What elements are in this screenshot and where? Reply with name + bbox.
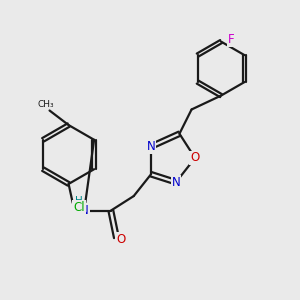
Text: F: F	[228, 33, 235, 46]
Text: H: H	[75, 196, 83, 206]
Text: Cl: Cl	[73, 201, 85, 214]
Text: O: O	[116, 233, 125, 246]
Text: O: O	[190, 152, 200, 164]
Text: CH₃: CH₃	[37, 100, 54, 109]
Text: N: N	[147, 140, 155, 153]
Text: N: N	[80, 204, 88, 217]
Text: N: N	[172, 176, 180, 189]
